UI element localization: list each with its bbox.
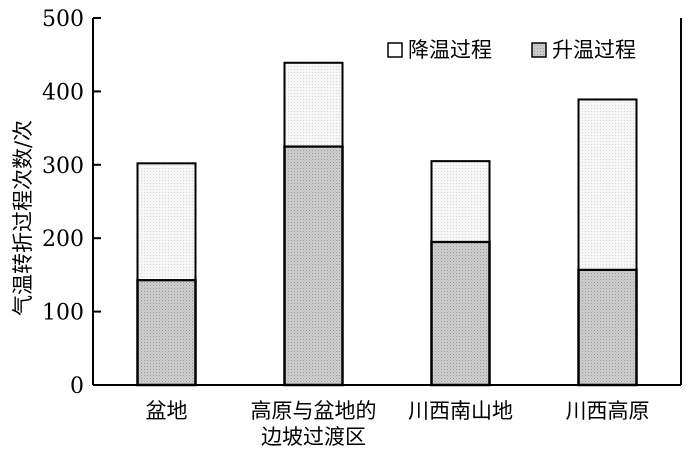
bar-cooling-1 — [283, 61, 344, 148]
y-tick-label-0: 0 — [70, 374, 84, 399]
y-tick-label-4: 400 — [42, 80, 84, 105]
y-tick-label-2: 200 — [42, 227, 84, 252]
y-tick-label-3: 300 — [42, 154, 84, 179]
legend-swatch-0 — [387, 42, 403, 58]
category-label-2: 川西南山地 — [408, 399, 513, 423]
bar-cooling-2 — [430, 160, 491, 243]
bar-warming-0 — [136, 278, 197, 387]
bar-cooling-0 — [136, 162, 197, 282]
bar-warming-1 — [283, 145, 344, 387]
bar-warming-3 — [577, 268, 638, 387]
category-label-0: 盆地 — [146, 399, 188, 423]
legend-label-1: 升温过程 — [552, 38, 636, 62]
category-label-1-line1: 边坡过渡区 — [261, 425, 366, 449]
legend-label-0: 降温过程 — [408, 38, 492, 62]
category-label-3: 川西高原 — [566, 399, 650, 423]
bar-cooling-3 — [577, 98, 638, 271]
legend-swatch-1 — [531, 42, 547, 58]
category-label-1-line0: 高原与盆地的 — [251, 399, 377, 423]
bar-warming-2 — [430, 240, 491, 387]
y-tick-label-5: 500 — [42, 7, 84, 32]
y-axis-label: 气温转折过程次数/次 — [11, 120, 35, 316]
y-tick-label-1: 100 — [42, 301, 84, 326]
